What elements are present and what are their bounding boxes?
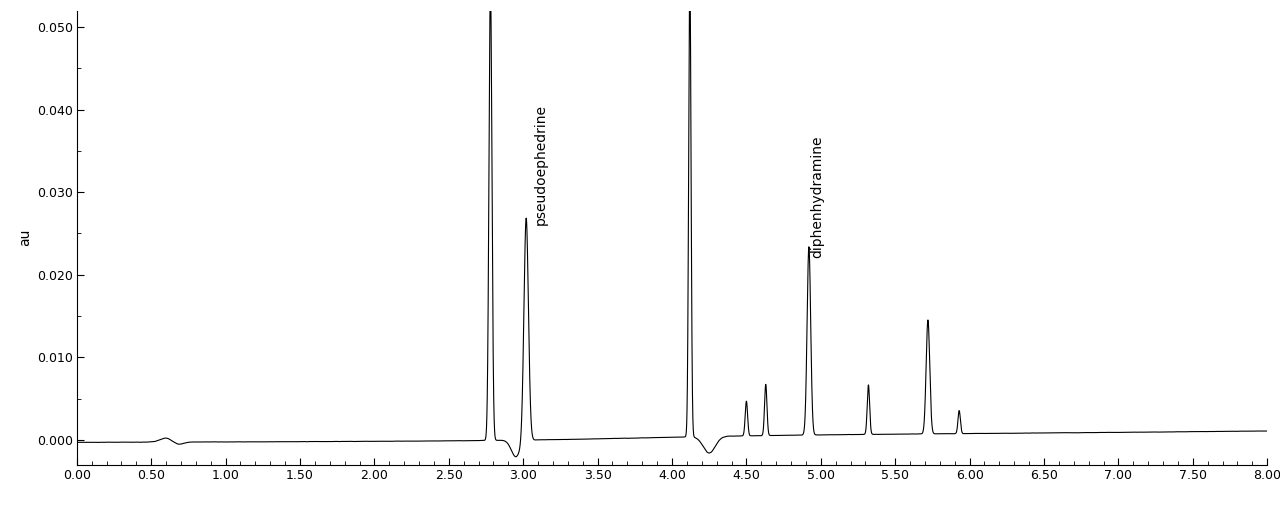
Text: diphenhydramine: diphenhydramine xyxy=(810,136,824,258)
Text: pseudoephedrine: pseudoephedrine xyxy=(534,104,548,225)
Y-axis label: au: au xyxy=(18,229,32,246)
